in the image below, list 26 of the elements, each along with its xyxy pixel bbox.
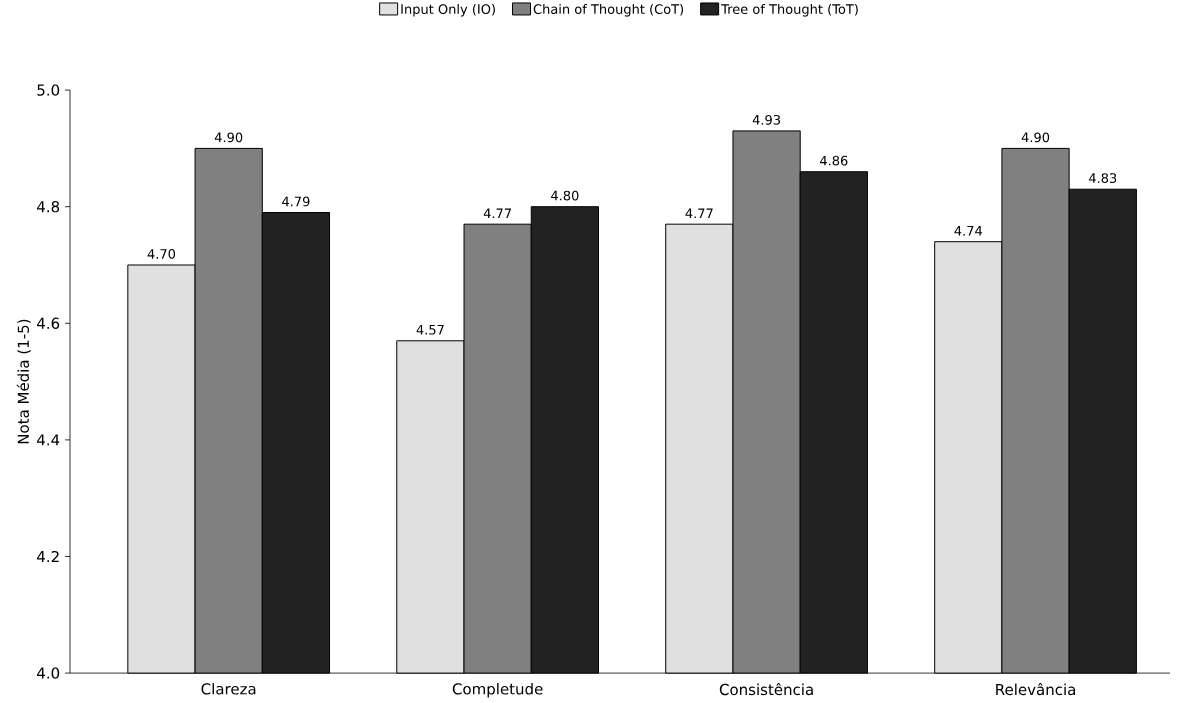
- y-tick-label: 4.4: [37, 434, 60, 446]
- y-tick-label: 4.2: [37, 550, 59, 563]
- data-label: 4.90: [1021, 132, 1050, 143]
- data-label: 4.83: [1088, 173, 1117, 183]
- data-label: 4.86: [819, 155, 848, 166]
- y-tick-label: 4.0: [37, 667, 60, 679]
- x-tick-label: Relevância: [996, 682, 1075, 696]
- data-label: 4.74: [954, 225, 983, 236]
- y-tick-label: 4.6: [37, 317, 60, 329]
- x-tick-label: Completude: [452, 682, 543, 698]
- y-tick-label: 4.8: [37, 200, 60, 213]
- data-label: 4.77: [483, 208, 511, 218]
- data-label: 4.77: [685, 208, 713, 218]
- legend-label: Chain of Thought (CoT): [533, 3, 684, 17]
- data-label: 4.93: [752, 114, 781, 125]
- legend-label: Tree of Thought (ToT): [721, 3, 858, 17]
- data-label: 4.80: [551, 190, 579, 201]
- y-axis-title: Nota Média (1-5): [16, 319, 31, 444]
- legend-label: Input Only (IO): [401, 3, 495, 17]
- data-label: 4.70: [147, 248, 176, 259]
- x-tick-label: Consistência: [719, 682, 813, 696]
- data-label: 4.90: [214, 132, 243, 143]
- x-tick-label: Clareza: [201, 682, 256, 695]
- data-label: 4.79: [282, 196, 310, 207]
- data-label: 4.57: [416, 324, 444, 335]
- y-tick-label: 5.0: [37, 84, 60, 96]
